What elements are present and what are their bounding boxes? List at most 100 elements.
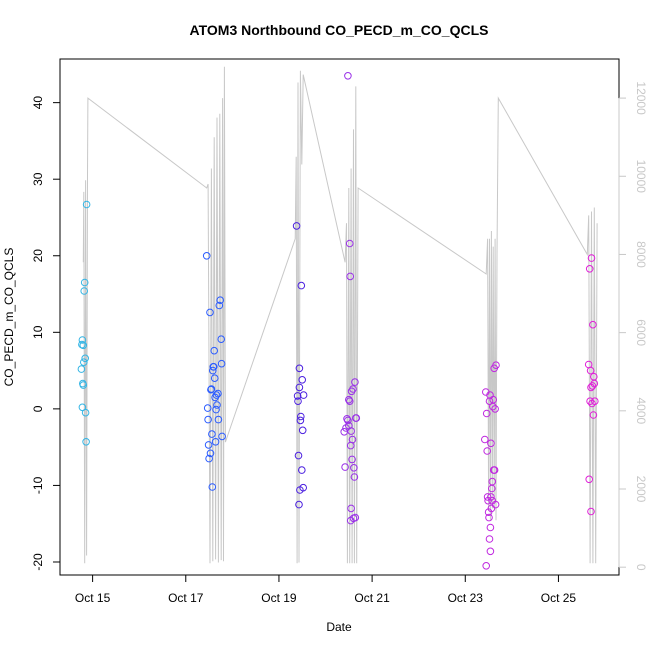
data-point: [203, 404, 212, 412]
right-axis-series: [82, 66, 598, 564]
data-point: [211, 438, 220, 446]
y-right-tick-label: 0: [634, 564, 648, 571]
y-right-tick-label: 2000: [634, 476, 648, 503]
data-point: [345, 395, 353, 404]
plot-frame: [59, 58, 620, 576]
data-point: [299, 391, 308, 399]
x-tick-label: Oct 17: [168, 591, 204, 605]
y-right-tick-label: 4000: [634, 397, 648, 424]
data-point: [297, 281, 306, 290]
data-point: [591, 397, 599, 406]
data-point: [483, 493, 492, 501]
x-tick-label: Oct 23: [448, 591, 484, 605]
data-point: [217, 359, 226, 368]
data-point: [481, 435, 489, 444]
data-point: [205, 454, 213, 463]
data-point: [351, 513, 360, 522]
data-point: [487, 493, 495, 501]
data-point: [295, 383, 304, 392]
data-point: [206, 308, 214, 317]
data-point: [298, 426, 307, 435]
data-point: [81, 408, 90, 417]
y-axis-label: CO_PECD_m_CO_QCLS: [2, 248, 16, 387]
data-point: [204, 415, 212, 424]
scatter-points: [77, 72, 599, 570]
data-point: [299, 483, 308, 492]
data-point: [345, 397, 354, 406]
data-point: [214, 415, 223, 424]
data-point: [482, 409, 491, 418]
data-point: [78, 336, 87, 344]
data-point: [214, 389, 222, 398]
data-point: [207, 385, 216, 393]
data-point: [294, 451, 303, 460]
data-point: [82, 200, 91, 209]
data-point: [341, 463, 349, 471]
right-axis-line: [82, 66, 598, 564]
data-point: [209, 366, 217, 375]
data-point: [298, 466, 306, 474]
y-right-tick-label: 6000: [634, 319, 648, 346]
y-axis-left: -20 -10 0 10 20 30 40: [31, 96, 61, 571]
data-point: [348, 455, 356, 464]
data-point: [340, 428, 349, 436]
data-point: [295, 364, 304, 373]
data-point: [297, 412, 305, 421]
data-point: [485, 535, 494, 543]
data-point: [589, 411, 598, 419]
data-point: [217, 335, 225, 344]
data-point: [347, 504, 355, 513]
data-point: [208, 430, 216, 438]
x-axis: Oct 15 Oct 17 Oct 19 Oct 21 Oct 23 Oct 25: [75, 574, 577, 605]
data-point: [208, 483, 217, 491]
data-point: [79, 381, 88, 389]
data-point: [487, 439, 495, 448]
data-point: [344, 416, 352, 425]
x-tick-label: Oct 21: [354, 591, 390, 605]
data-point: [81, 354, 89, 363]
data-point: [213, 401, 221, 409]
x-tick-label: Oct 19: [261, 591, 297, 605]
data-point: [346, 441, 355, 450]
data-point: [482, 562, 491, 570]
data-point: [485, 397, 494, 406]
data-point: [79, 341, 88, 350]
data-point: [491, 405, 499, 413]
data-point: [215, 301, 224, 310]
data-point: [587, 383, 595, 392]
y-left-tick-label: 0: [31, 405, 45, 412]
data-point: [294, 397, 302, 406]
y-left-tick-label: 30: [31, 172, 45, 186]
data-point: [351, 378, 359, 386]
y-left-tick-label: 10: [31, 325, 45, 339]
data-point: [293, 392, 302, 400]
x-tick-label: Oct 15: [75, 591, 111, 605]
data-point: [487, 504, 496, 513]
y-right-tick-label: 12000: [634, 81, 648, 115]
data-point: [585, 475, 594, 484]
data-point: [588, 382, 597, 390]
data-point: [587, 254, 596, 262]
data-point: [350, 464, 358, 472]
data-point: [489, 395, 498, 404]
data-point: [492, 361, 500, 370]
x-tick-label: Oct 25: [541, 591, 577, 605]
data-point: [298, 376, 307, 384]
data-point: [212, 391, 221, 399]
data-point: [210, 374, 219, 383]
y-left-tick-label: -10: [31, 476, 45, 494]
y-right-tick-label: 8000: [634, 241, 648, 268]
data-point: [80, 287, 88, 295]
y-left-tick-label: -20: [31, 553, 45, 571]
data-point: [80, 278, 89, 287]
data-point: [346, 272, 355, 281]
data-point: [483, 447, 492, 455]
data-point: [345, 239, 354, 248]
data-point: [295, 500, 303, 509]
data-point: [589, 320, 597, 329]
data-point: [347, 427, 355, 435]
data-point: [204, 441, 213, 449]
data-point: [349, 385, 357, 393]
data-point: [202, 252, 211, 260]
